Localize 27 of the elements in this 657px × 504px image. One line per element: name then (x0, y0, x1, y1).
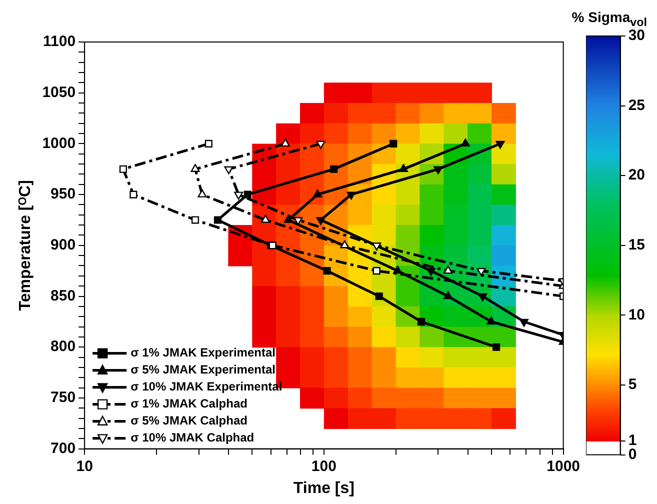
y-tick-label: 1050 (42, 84, 76, 101)
y-tick-label: 750 (50, 389, 76, 406)
legend-label: σ 5% JMAK Experimental (130, 362, 276, 377)
y-axis-title: Temperature [ᴼC] (17, 180, 34, 311)
y-tick-label: 700 (50, 440, 76, 457)
legend-label: σ 1% JMAK Experimental (130, 346, 276, 360)
color-bar-label: 25 (628, 96, 646, 114)
color-bar-label: 5 (628, 376, 637, 394)
color-bar-title: % Sigma$_{vol}$ (572, 9, 647, 29)
y-tick-label: 1000 (42, 134, 76, 152)
y-tick-label: 900 (50, 236, 76, 254)
x-axis-title: Time [s] (293, 480, 354, 497)
y-tick-label: 800 (50, 338, 76, 356)
color-bar-label: 20 (628, 166, 646, 184)
y-tick-label: 1100 (43, 33, 76, 50)
color-bar-label: 15 (628, 236, 646, 254)
legend-label: σ 10% JMAK Experimental (130, 380, 282, 394)
x-tick-label: 100 (311, 458, 336, 475)
x-tick-label: 10 (76, 458, 93, 475)
legend-label: σ 1% JMAK Calphad (130, 396, 248, 411)
color-bar-label: 30 (628, 27, 646, 44)
y-tick-label: 850 (50, 287, 76, 304)
legend-label: σ 5% JMAK Calphad (130, 414, 248, 428)
color-bar-label: 10 (628, 306, 646, 324)
x-tick-label: 1000 (546, 458, 580, 475)
y-tick-label: 950 (50, 186, 76, 203)
legend-label: σ 10% JMAK Calphad (130, 430, 254, 445)
